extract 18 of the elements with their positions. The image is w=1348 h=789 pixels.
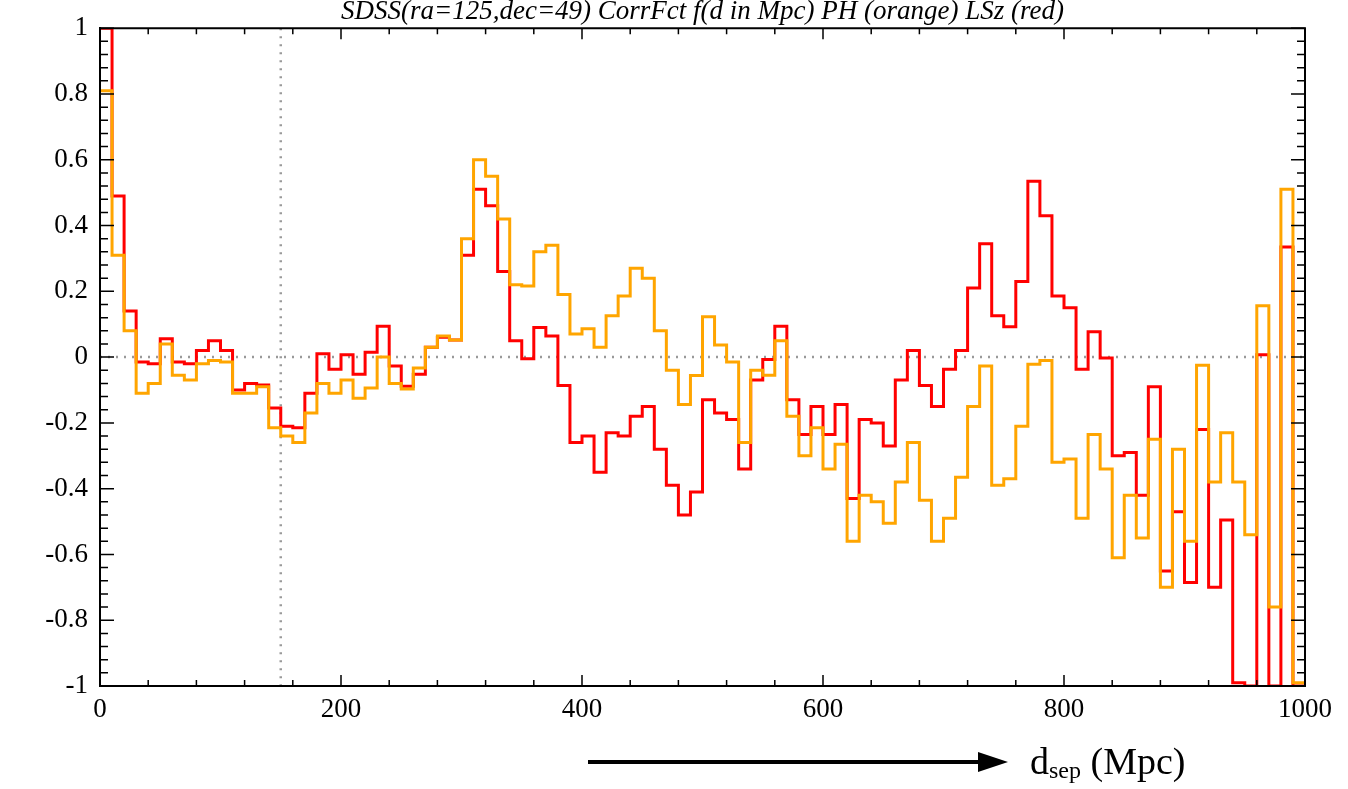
x-tick-label: 400 bbox=[561, 693, 603, 724]
y-tick-label: -0.6 bbox=[45, 537, 88, 568]
x-tick-label: 1000 bbox=[1278, 693, 1332, 724]
y-tick-label: -0.8 bbox=[45, 603, 88, 634]
y-tick-label: 0.6 bbox=[54, 142, 88, 173]
y-tick-label: 0 bbox=[74, 340, 88, 371]
y-tick-label: 0.4 bbox=[54, 208, 89, 239]
x-tick-label: 200 bbox=[320, 693, 362, 724]
chart-title: SDSS(ra=125,dec=49) CorrFct f(d in Mpc) PH (orange) LSz (red) bbox=[339, 0, 1066, 26]
x-tick-label: 800 bbox=[1043, 693, 1085, 724]
y-tick-label: 0.2 bbox=[54, 274, 88, 305]
y-tick-label: -0.2 bbox=[45, 405, 88, 436]
y-tick-label: 1 bbox=[74, 11, 88, 42]
x-axis-title: d$_{sep}$ (Mpc) bbox=[1030, 739, 1186, 785]
y-tick-label: 0.8 bbox=[54, 77, 88, 108]
x-tick-label: 600 bbox=[802, 693, 844, 724]
y-tick-label: -1 bbox=[65, 669, 88, 700]
y-tick-label: -0.4 bbox=[45, 471, 89, 502]
